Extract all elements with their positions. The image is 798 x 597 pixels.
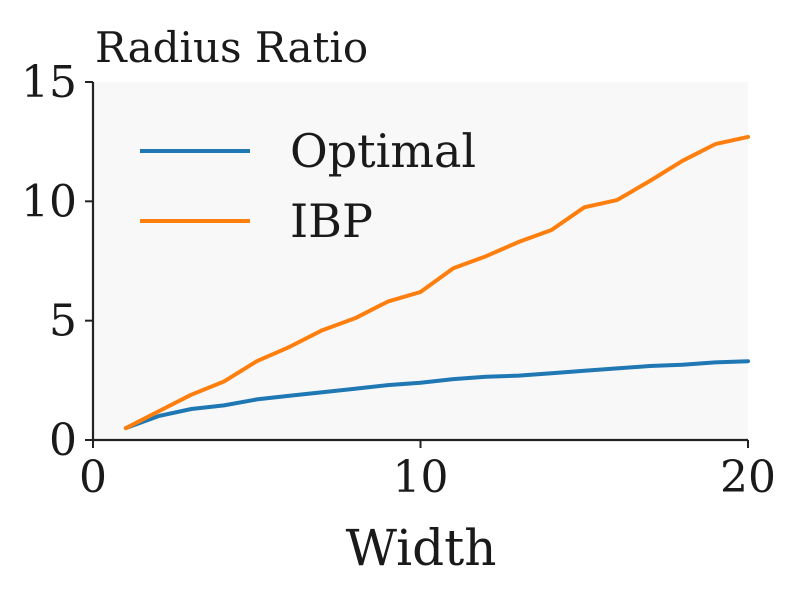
y-tick-label: 15 xyxy=(21,57,77,108)
series-line-optimal xyxy=(123,359,750,431)
x-tick-label: 10 xyxy=(393,452,449,503)
y-tick-label: 10 xyxy=(21,176,77,227)
legend-label-ibp: IBP xyxy=(290,194,373,248)
y-tick-label: 0 xyxy=(49,415,77,466)
x-axis: 0 10 20 xyxy=(79,438,776,503)
plot-background xyxy=(93,82,748,440)
legend: Optimal IBP xyxy=(140,124,476,248)
y-axis: 0 5 10 15 xyxy=(21,57,95,466)
x-tick-label: 20 xyxy=(720,452,776,503)
series-line-ibp xyxy=(123,134,750,431)
x-tick-label: 0 xyxy=(79,452,107,503)
chart-title: Radius Ratio xyxy=(95,23,368,72)
x-axis-label: Width xyxy=(346,519,497,577)
legend-label-optimal: Optimal xyxy=(290,124,476,178)
series-layer xyxy=(123,134,750,431)
y-tick-label: 5 xyxy=(49,296,77,347)
